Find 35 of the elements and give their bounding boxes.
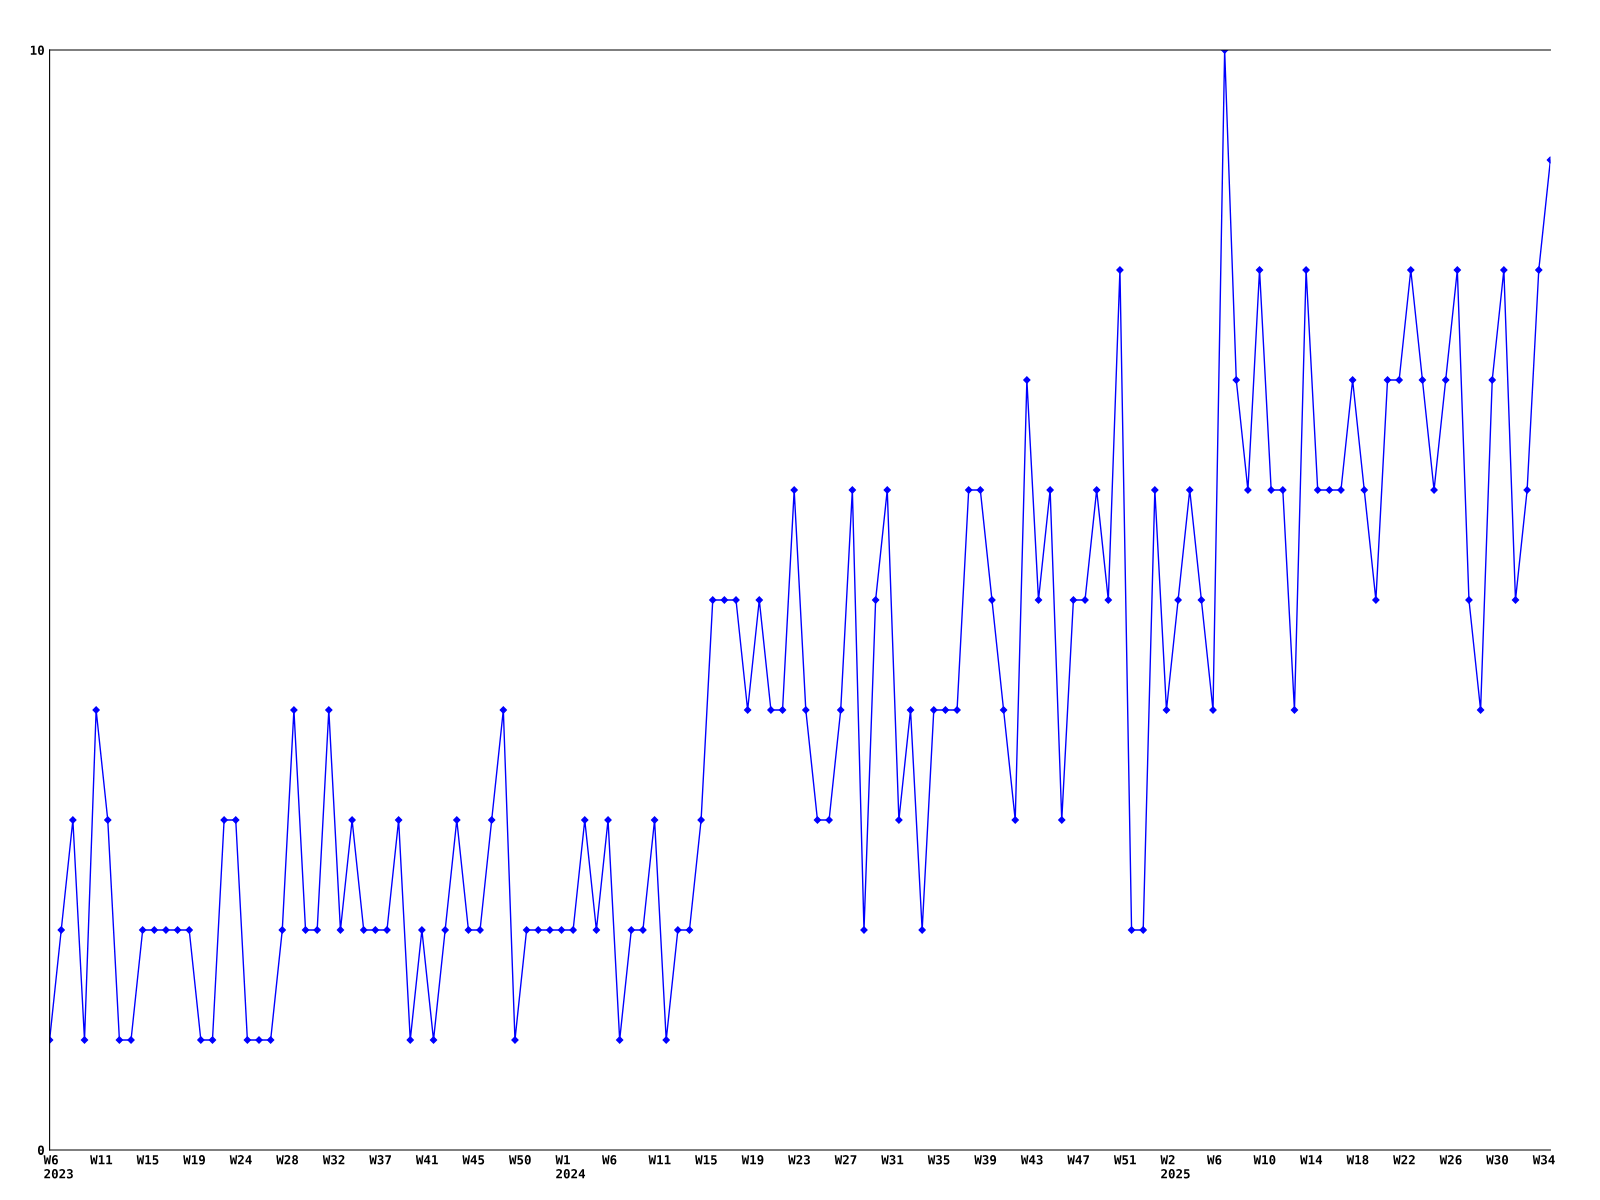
x-tick-label: W15 bbox=[136, 1155, 159, 1165]
x-tick-label: W50 bbox=[508, 1155, 531, 1165]
x-tick-label: W11 bbox=[648, 1155, 671, 1165]
y-tick-label: 10 bbox=[30, 45, 44, 55]
x-tick-label: W1 2024 bbox=[555, 1155, 586, 1179]
x-tick-label: W10 bbox=[1253, 1155, 1276, 1165]
x-tick-label: W14 bbox=[1300, 1155, 1323, 1165]
x-tick-label: W30 bbox=[1486, 1155, 1509, 1165]
x-tick-label: W34 bbox=[1532, 1155, 1555, 1165]
x-tick-label: W45 bbox=[462, 1155, 485, 1165]
x-tick-label: W2 2025 bbox=[1160, 1155, 1190, 1179]
x-tick-label: W35 bbox=[927, 1155, 950, 1165]
x-tick-label: W51 bbox=[1113, 1155, 1136, 1165]
x-tick-label: W47 bbox=[1067, 1155, 1090, 1165]
x-tick-label: W18 bbox=[1346, 1155, 1369, 1165]
x-tick-label: W43 bbox=[1020, 1155, 1043, 1165]
x-tick-label: W19 bbox=[183, 1155, 205, 1165]
x-tick-label: W19 bbox=[741, 1155, 764, 1165]
x-tick-label: W31 bbox=[881, 1155, 904, 1165]
x-tick-label: W37 bbox=[369, 1155, 391, 1165]
x-tick-label: W23 bbox=[788, 1155, 810, 1165]
x-tick-label: W15 bbox=[695, 1155, 717, 1165]
x-tick-label: W6 bbox=[602, 1155, 617, 1165]
x-tick-label: W6 bbox=[1207, 1155, 1222, 1165]
x-tick-label: W22 bbox=[1393, 1155, 1415, 1165]
x-tick-label: W39 bbox=[974, 1155, 997, 1165]
y-tick-label: 0 bbox=[37, 1145, 44, 1155]
x-tick-label: W11 bbox=[90, 1155, 113, 1165]
x-tick-label: W27 bbox=[834, 1155, 857, 1165]
x-tick-label: W41 bbox=[415, 1155, 438, 1165]
x-tick-label: W6 2023 bbox=[43, 1155, 73, 1179]
x-tick-label: W32 bbox=[322, 1155, 345, 1165]
x-tick-label: W28 bbox=[276, 1155, 299, 1165]
x-tick-label: W24 bbox=[229, 1155, 252, 1165]
x-tick-label: W26 bbox=[1439, 1155, 1462, 1165]
